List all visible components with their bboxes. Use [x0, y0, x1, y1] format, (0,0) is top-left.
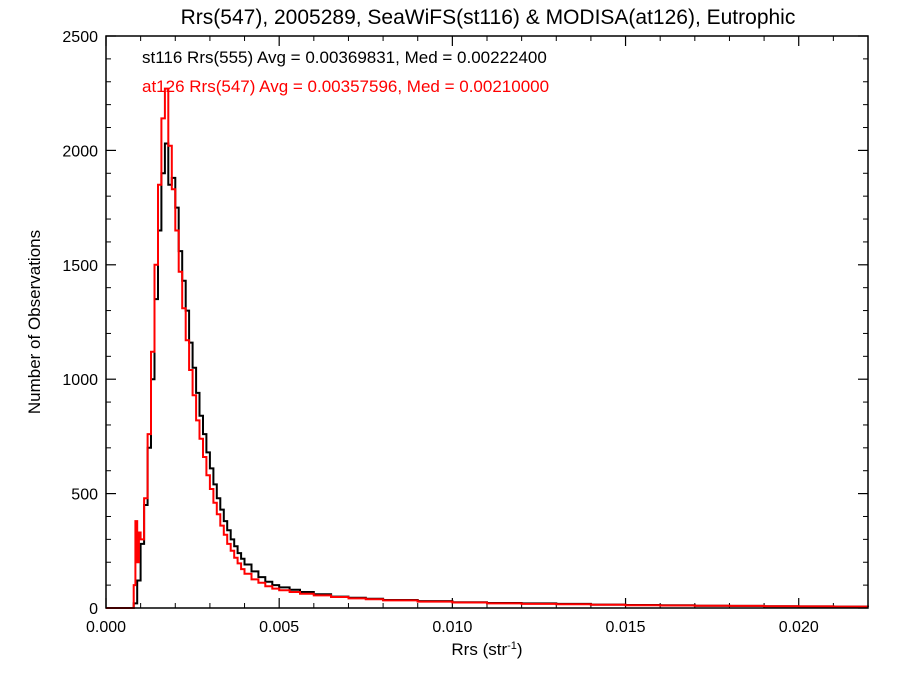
series-layer	[106, 87, 869, 609]
chart-title: Rrs(547), 2005289, SeaWiFS(st116) & MODI…	[181, 6, 796, 29]
annotations: st116 Rrs(555) Avg = 0.00369831, Med = 0…	[142, 48, 549, 96]
x-axis-ticks: 0.000 0.005 0.010 0.015 0.020	[86, 36, 834, 636]
y-tick-label: 1500	[62, 258, 98, 275]
annotation-st116: st116 Rrs(555) Avg = 0.00369831, Med = 0…	[142, 48, 547, 67]
x-axis-label-superscript: -1	[507, 640, 517, 652]
y-axis-ticks: 0 500 1000 1500 2000 2500	[62, 29, 868, 618]
y-tick-label: 500	[71, 487, 98, 504]
x-axis-label-main: Rrs (str	[451, 640, 507, 659]
y-axis-label: Number of Observations	[25, 230, 44, 414]
x-tick-label: 0.015	[606, 619, 646, 636]
y-tick-label: 1000	[62, 372, 98, 389]
y-tick-label: 2500	[62, 29, 98, 46]
x-tick-label: 0.020	[779, 619, 819, 636]
annotation-at126: at126 Rrs(547) Avg = 0.00357596, Med = 0…	[142, 77, 549, 96]
x-axis-label: Rrs (str-1)	[451, 640, 522, 659]
x-axis-label-close: )	[517, 640, 523, 659]
x-tick-label: 0.005	[259, 619, 299, 636]
series-line-at126	[106, 87, 869, 609]
x-tick-label: 0.000	[86, 619, 126, 636]
x-tick-label: 0.010	[432, 619, 472, 636]
y-tick-label: 2000	[62, 143, 98, 160]
series-line-st116	[106, 142, 869, 609]
y-tick-label: 0	[89, 601, 98, 618]
plot-frame	[105, 35, 869, 609]
